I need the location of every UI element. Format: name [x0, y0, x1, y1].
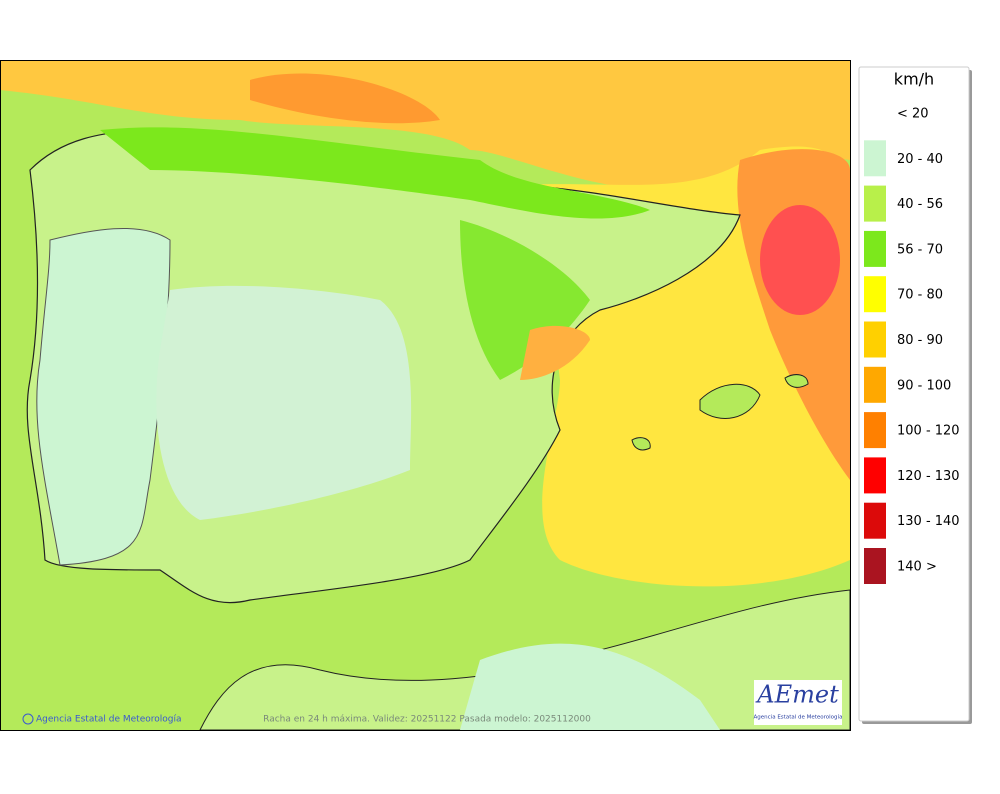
legend-swatch — [864, 276, 886, 313]
copyright-icon — [22, 713, 34, 725]
legend-label: 140 > — [897, 560, 937, 575]
legend-swatch — [864, 366, 886, 403]
central-region — [156, 285, 412, 520]
sea-wind-zone — [250, 73, 440, 124]
map: Agencia Estatal de Meteorología Racha en… — [0, 60, 851, 731]
legend-label: < 20 — [897, 107, 929, 122]
north-africa-region — [460, 643, 720, 730]
legend-swatch — [864, 140, 886, 177]
legend-swatch — [864, 412, 886, 449]
legend-swatch — [864, 548, 886, 584]
portugal-region — [36, 227, 171, 566]
sea-wind-zone — [0, 60, 850, 190]
map-frame — [0, 60, 851, 731]
east-region — [460, 220, 590, 380]
legend-label: 90 - 100 — [897, 378, 951, 393]
legend-unit: km/h — [894, 70, 934, 89]
north-coast — [100, 127, 650, 219]
legend-label: 120 - 130 — [897, 469, 960, 484]
legend-swatch — [864, 321, 886, 358]
east-region — [520, 325, 590, 380]
island — [784, 374, 809, 388]
logo-subtitle: Agencia Estatal de Meteorología — [754, 714, 843, 721]
legend-label: 130 - 140 — [897, 514, 960, 529]
legend: km/h < 20 20 - 40 40 - 56 56 - 70 70 - 80 80 … — [858, 66, 972, 724]
legend-swatch — [864, 95, 886, 131]
sea-wind-zone — [760, 205, 840, 315]
copyright-text: Agencia Estatal de Meteorología — [36, 715, 182, 725]
island — [631, 437, 651, 451]
legend-label: 20 - 40 — [897, 152, 943, 167]
legend-swatch — [864, 185, 886, 222]
legend-box — [858, 66, 970, 722]
logo-name: AEmet — [755, 681, 839, 709]
legend-swatch — [864, 457, 886, 494]
map-caption: Racha en 24 h máxima. Validez: 20251122 … — [263, 715, 591, 725]
legend-swatch — [864, 502, 886, 539]
legend-label: 100 - 120 — [897, 424, 960, 439]
legend-label: 80 - 90 — [897, 333, 943, 348]
legend-label: 56 - 70 — [897, 242, 943, 257]
legend-swatch — [864, 230, 886, 267]
island — [699, 383, 761, 419]
legend-label: 70 - 80 — [897, 288, 943, 303]
legend-label: 40 - 56 — [897, 197, 943, 212]
logo-box — [754, 680, 842, 725]
